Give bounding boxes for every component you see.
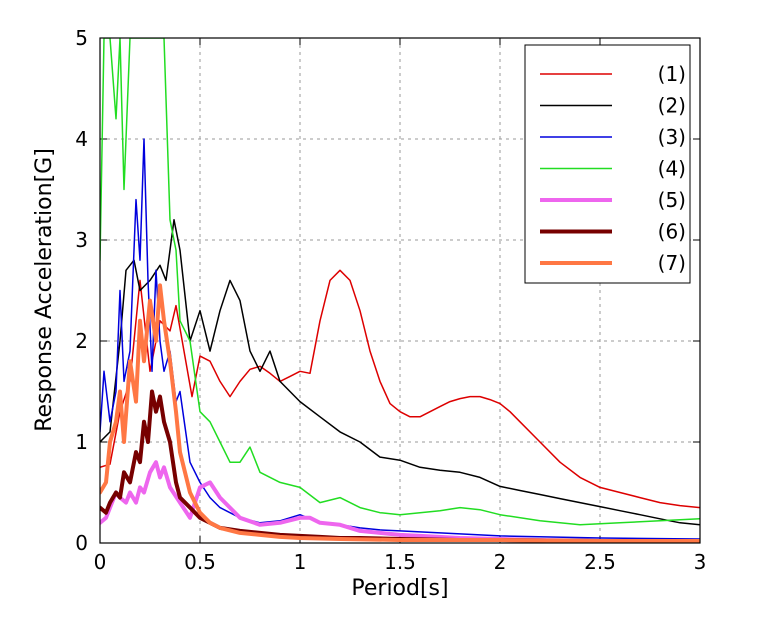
x-tick-label: 1 (294, 550, 307, 574)
legend-items: (1) (2) (3) (4) (5) (6) (7) (540, 62, 686, 275)
legend: (1) (2) (3) (4) (5) (6) (7) (524, 44, 691, 284)
y-axis-title: Response Acceleration[G] (32, 148, 57, 432)
y-tick-label: 5 (75, 26, 88, 50)
x-tick-label: 0 (94, 550, 107, 574)
x-tick-label: 2.5 (584, 550, 616, 574)
series-line-1 (100, 269, 700, 509)
series-line-7 (100, 283, 700, 543)
series-line-5 (100, 460, 700, 543)
series-line-4 (100, 38, 700, 526)
series-line-2 (100, 219, 700, 526)
legend-label-6: (6) (658, 220, 686, 244)
x-tick-label: 3 (694, 550, 707, 574)
y-tick-label: 4 (75, 127, 88, 151)
x-tick-label: 1.5 (384, 550, 416, 574)
x-tick-label: 0.5 (184, 550, 216, 574)
y-tick-label: 3 (75, 228, 88, 252)
y-tick-label: 2 (75, 329, 88, 353)
legend-label-2: (2) (658, 94, 686, 118)
legend-label-3: (3) (658, 125, 686, 149)
legend-label-4: (4) (658, 157, 686, 181)
x-axis-title: Period[s] (351, 576, 448, 601)
legend-box (524, 44, 691, 284)
legend-label-5: (5) (658, 188, 686, 212)
plot-frame (99, 37, 701, 544)
series-lines (100, 38, 700, 543)
y-tick-label: 1 (75, 430, 88, 454)
tick-labels: 0 0.5 1 1.5 2 2.5 3 0 1 2 3 4 5 (75, 26, 706, 574)
legend-label-7: (7) (658, 251, 686, 275)
legend-label-1: (1) (658, 62, 686, 86)
y-tick-label: 0 (75, 531, 88, 555)
x-tick-label: 2 (494, 550, 507, 574)
series-area (100, 38, 700, 543)
